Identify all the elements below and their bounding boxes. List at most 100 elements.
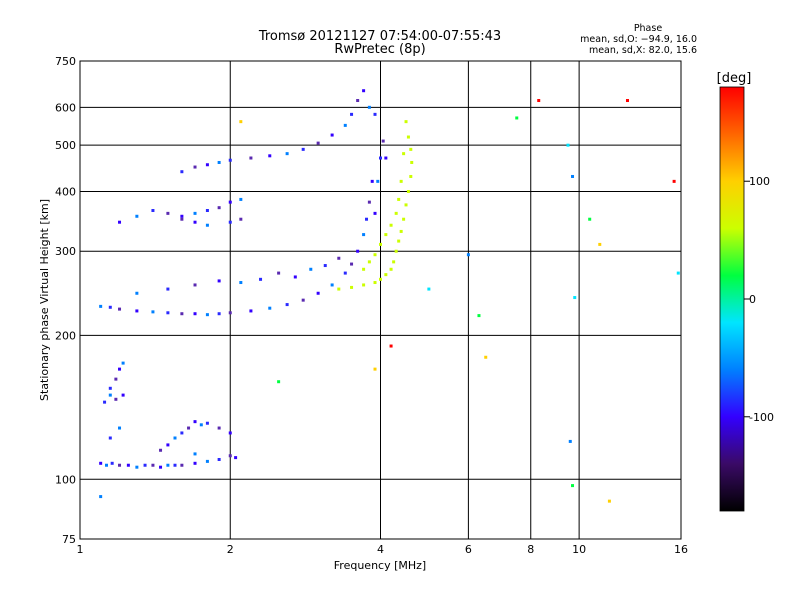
o-mode-point — [330, 283, 334, 287]
o-mode-point — [103, 400, 107, 404]
o-mode-point — [151, 310, 155, 314]
x-mode-point — [367, 260, 371, 264]
o-mode-point — [166, 463, 170, 467]
y-tick-label: 75 — [62, 533, 76, 546]
o-mode-point — [362, 233, 366, 237]
o-mode-point — [193, 220, 197, 224]
scattered-point — [389, 344, 393, 348]
scattered-point — [672, 179, 676, 183]
scattered-point — [193, 452, 197, 456]
o-mode-point — [143, 463, 147, 467]
colorbar: [deg] 100 0 -100 — [717, 71, 774, 512]
x-mode-point — [394, 211, 398, 215]
x-tick-label: 4 — [377, 543, 384, 556]
colorbar-label: [deg] — [717, 71, 752, 86]
x-axis-label: Frequency [MHz] — [334, 559, 426, 572]
o-mode-point — [316, 141, 320, 145]
x-mode-point — [362, 283, 366, 287]
x-mode-point — [410, 160, 414, 164]
scattered-point — [568, 439, 572, 443]
o-mode-point — [159, 448, 163, 452]
o-mode-point — [362, 89, 366, 93]
x-mode-point — [406, 135, 410, 139]
o-mode-point — [205, 163, 209, 167]
o-mode-point — [365, 217, 369, 221]
o-mode-point — [376, 179, 380, 183]
o-mode-point — [228, 311, 232, 315]
o-mode-point — [151, 209, 155, 213]
o-mode-point — [205, 209, 209, 213]
scattered-point — [427, 287, 431, 291]
o-mode-point — [180, 170, 184, 174]
o-mode-point — [187, 426, 191, 430]
x-mode-point — [389, 223, 393, 227]
o-mode-point — [228, 200, 232, 204]
scattered-point — [573, 296, 577, 300]
colorbar-tick-label: -100 — [749, 411, 774, 424]
o-mode-point — [193, 420, 197, 424]
o-mode-point — [356, 99, 360, 103]
o-mode-point — [316, 291, 320, 295]
o-mode-point — [193, 312, 197, 316]
o-mode-point — [193, 283, 197, 287]
o-mode-point — [259, 277, 263, 281]
o-mode-point — [373, 112, 377, 116]
o-mode-point — [268, 306, 272, 310]
o-mode-point — [135, 214, 139, 218]
y-tick-label: 200 — [55, 329, 76, 342]
x-tick-label: 2 — [227, 543, 234, 556]
scattered-point — [607, 499, 611, 503]
o-mode-point — [199, 423, 203, 427]
o-mode-point — [285, 303, 289, 307]
x-mode-point — [379, 277, 382, 281]
x-tick-label: 10 — [572, 543, 586, 556]
x-mode-point — [362, 267, 366, 271]
o-mode-point — [249, 309, 253, 313]
x-mode-point — [406, 189, 410, 193]
colorbar-gradient — [719, 86, 745, 512]
o-mode-point — [110, 461, 114, 465]
o-mode-point — [151, 463, 155, 467]
plot-frame — [79, 60, 682, 540]
o-mode-point — [293, 275, 297, 279]
o-mode-point — [99, 304, 103, 308]
o-mode-point — [104, 463, 108, 467]
scattered-point — [588, 217, 592, 221]
chart-subtitle: RwPretec (8p) — [334, 42, 425, 57]
x-mode-point — [394, 249, 398, 253]
o-mode-point — [126, 463, 130, 467]
o-mode-point — [239, 197, 243, 201]
y-tick-label: 750 — [55, 55, 76, 68]
x-mode-point — [397, 197, 401, 201]
o-mode-point — [373, 211, 377, 215]
x-tick-label: 6 — [465, 543, 472, 556]
data-points — [99, 89, 680, 503]
o-mode-point — [367, 105, 371, 109]
o-mode-point — [118, 307, 122, 311]
o-mode-point — [239, 281, 243, 285]
o-mode-point — [205, 421, 209, 425]
o-mode-point — [330, 133, 334, 137]
o-mode-point — [114, 397, 118, 401]
o-mode-point — [356, 249, 360, 253]
o-mode-point — [135, 465, 139, 469]
o-mode-point — [193, 165, 197, 169]
o-mode-point — [173, 463, 177, 467]
o-mode-point — [367, 200, 371, 204]
scattered-point — [277, 380, 281, 384]
colorbar-tick-label: 0 — [749, 293, 756, 306]
x-mode-point — [409, 174, 413, 178]
o-mode-point — [337, 256, 341, 260]
x-mode-point — [384, 273, 388, 277]
o-mode-point — [301, 298, 305, 302]
x-mode-point — [409, 147, 413, 151]
y-tick-label: 100 — [55, 473, 76, 486]
o-mode-point — [180, 214, 184, 218]
o-mode-point — [99, 461, 103, 465]
x-mode-point — [404, 120, 408, 124]
o-mode-point — [228, 431, 232, 435]
chart-title: Tromsø 20121127 07:54:00-07:55:43 — [258, 29, 501, 44]
o-mode-point — [180, 463, 184, 467]
colorbar-tick-label: 100 — [749, 175, 770, 188]
o-mode-point — [217, 279, 221, 283]
